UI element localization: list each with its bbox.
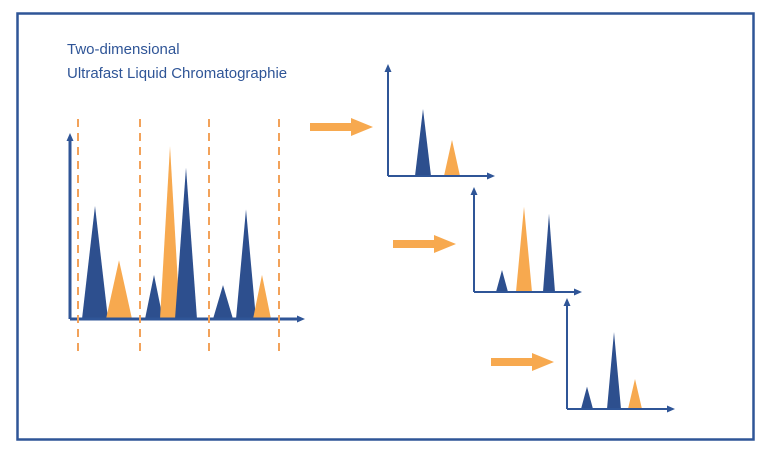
first-dim-y-axis-arrowhead [66,133,74,141]
second-dim-3-peak-3 [628,378,642,409]
first-dim-peak-7 [236,209,256,319]
title-line-1: Two-dimensional [67,41,180,58]
second-dim-1-peak-1 [415,109,431,176]
second-dim-3-peak-2 [607,332,621,409]
second-dim-1-x-axis-arrowhead [487,172,495,180]
transfer-arrow-3 [491,353,554,371]
first-dim-peak-3 [145,274,163,319]
second-dim-1-peak-2 [444,139,460,176]
first-dim-x-axis-arrowhead [297,315,305,323]
second-dim-3-x-axis-arrowhead [667,405,675,413]
first-dim-peak-4 [160,146,180,319]
first-dim-peak-1 [82,206,108,319]
first-dim-peak-8 [253,274,271,319]
second-dim-2-peak-1 [496,269,508,292]
first-dim-peak-6 [213,285,233,319]
transfer-arrow-1 [310,118,373,136]
second-dim-2-peak-3 [543,213,555,292]
first-dim-peak-2 [106,260,132,319]
second-dim-3-peak-1 [581,386,593,409]
outer-frame [16,12,755,441]
second-dim-1-y-axis-arrowhead [384,64,392,72]
first-dim-peak-5 [175,167,197,319]
second-dim-2-x-axis-arrowhead [574,288,582,296]
second-dim-3-y-axis-arrowhead [563,298,571,306]
second-dim-2-peak-2 [516,206,532,292]
second-dim-2-y-axis-arrowhead [470,187,478,195]
transfer-arrow-2 [393,235,456,253]
title-line-2: Ultrafast Liquid Chromatographie [67,65,288,82]
